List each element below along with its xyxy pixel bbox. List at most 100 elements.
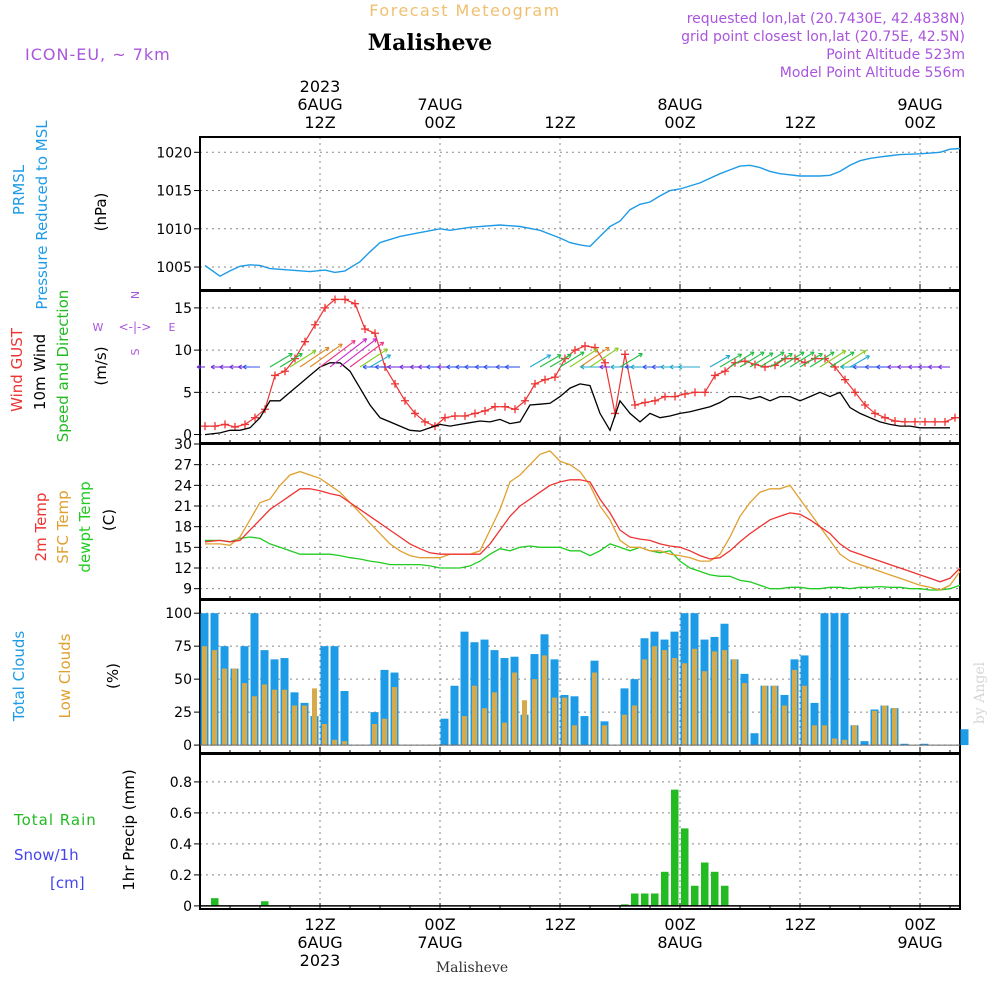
wind-dir-arrow (529, 354, 551, 368)
total-cloud-bar (820, 613, 829, 746)
gust-marker (651, 396, 659, 405)
low-cloud-bar (892, 708, 897, 746)
y-tick-label: 25 (174, 705, 192, 721)
low-cloud-bar (302, 705, 307, 746)
wind-dir-arrowhead (567, 353, 572, 359)
total-cloud-bar (320, 646, 329, 746)
gust-marker (281, 367, 289, 376)
wind-dir-arrowhead (446, 364, 451, 370)
wind-dir-arrowhead (580, 351, 585, 356)
panel-wind: 0 5 10 15 (174, 290, 961, 444)
low-cloud-bar (372, 723, 377, 746)
wind-dir-arrow (749, 352, 774, 368)
wind-dir-arrowhead (546, 354, 551, 359)
wind-dir-arrowhead (788, 353, 793, 358)
y-tick-label: 1015 (156, 184, 192, 200)
gust-marker (541, 375, 549, 384)
low-cloud-bar (252, 696, 257, 746)
gust-marker (661, 392, 669, 401)
wind-dir-arrow (779, 351, 805, 368)
wind-dir-arrow (349, 341, 384, 368)
wind-dir-arrowhead (229, 364, 234, 370)
wind-dir-arrow (309, 343, 343, 368)
rain-bar (211, 898, 219, 906)
wind-dir-arrow (719, 353, 742, 368)
total-cloud-bar (830, 613, 839, 746)
wind-dir-arrow (589, 347, 619, 368)
low-cloud-bar (522, 700, 527, 746)
y-tick-label: 0.6 (170, 806, 192, 822)
low-cloud-bar (552, 697, 557, 746)
gust-marker (311, 320, 319, 329)
wind-dir-arrowhead (196, 364, 201, 370)
gust-marker (701, 388, 709, 397)
total-cloud-bar (900, 743, 909, 746)
rain-bar (671, 789, 679, 906)
rain-bar (631, 893, 639, 906)
top-time-label: 7AUG (417, 95, 462, 114)
low-cloud-bar (492, 692, 497, 746)
low-clouds-label: Low Clouds (56, 633, 74, 718)
bottom-time-label: 2023 (300, 951, 341, 970)
low-cloud-bar (332, 739, 337, 746)
wind-10m-label: 10m Wind (31, 334, 49, 410)
rain-bar (651, 893, 659, 906)
wind-dir-arrowhead (242, 364, 247, 370)
rain-bar (681, 828, 689, 906)
low-cloud-bar (722, 650, 727, 746)
wind-dir-arrowhead (362, 364, 367, 370)
wind-dir-arrowhead (624, 364, 629, 370)
low-cloud-bar (782, 705, 787, 746)
total-cloud-bar (450, 685, 459, 746)
total-cloud-bar (960, 729, 969, 746)
low-cloud-bar (472, 685, 477, 746)
wind-dir-arrowhead (865, 355, 870, 360)
bottom-time-label: 00Z (904, 915, 935, 934)
y-tick-label: 15 (174, 540, 192, 556)
bottom-time-label: 7AUG (417, 933, 462, 952)
y-tick-label: 18 (174, 520, 192, 536)
low-cloud-bar (872, 710, 877, 746)
bottom-time-label: 6AUG (297, 933, 342, 952)
rain-bar (621, 904, 629, 906)
wind-dir-arrowhead (210, 364, 215, 370)
y-tick-label: 27 (174, 458, 192, 474)
total-cloud-bar (340, 691, 349, 746)
panel-precip: 0 0.2 0.4 0.6 0.8 (170, 753, 961, 915)
wind-dir-arrowhead (928, 364, 933, 370)
gust-marker (461, 411, 469, 420)
compass-west: W (93, 321, 104, 334)
top-time-label: 12Z (784, 113, 815, 132)
wind-dir-arrow (759, 351, 785, 368)
wind-dir-arrowhead (599, 364, 604, 370)
grid-point-coords: grid point closest lon,lat (20.75E, 42.5… (681, 29, 965, 45)
gust-marker (451, 411, 459, 420)
bottom-time-label: 00Z (424, 915, 455, 934)
low-cloud-bar (692, 648, 697, 746)
low-cloud-bar (742, 683, 747, 746)
wind-dir-arrowhead (374, 364, 379, 370)
y-tick-label: 12 (174, 561, 192, 577)
wind-dir-arrowhead (876, 364, 881, 370)
gust-marker (861, 401, 869, 409)
gust-marker (941, 417, 949, 426)
total-cloud-bar (810, 702, 819, 746)
wind-dir-arrow (339, 338, 377, 368)
low-cloud-bar (792, 669, 797, 746)
total-cloud-bar (570, 696, 579, 746)
point-altitude: Point Altitude 523m (826, 47, 965, 63)
wind-dir-arrowhead (669, 364, 674, 370)
gust-marker (301, 337, 309, 346)
wind-dir-arrowhead (426, 364, 431, 370)
gust-marker (481, 406, 489, 415)
top-time-label: 9AUG (897, 95, 942, 114)
wind-dir-arrowhead (861, 350, 867, 355)
low-cloud-bar (282, 689, 287, 746)
top-time-label: 00Z (664, 113, 695, 132)
panel-frame (199, 753, 961, 910)
low-cloud-bar (462, 716, 467, 746)
y-tick-label: 1020 (156, 145, 192, 161)
y-tick-label: 24 (174, 478, 192, 494)
